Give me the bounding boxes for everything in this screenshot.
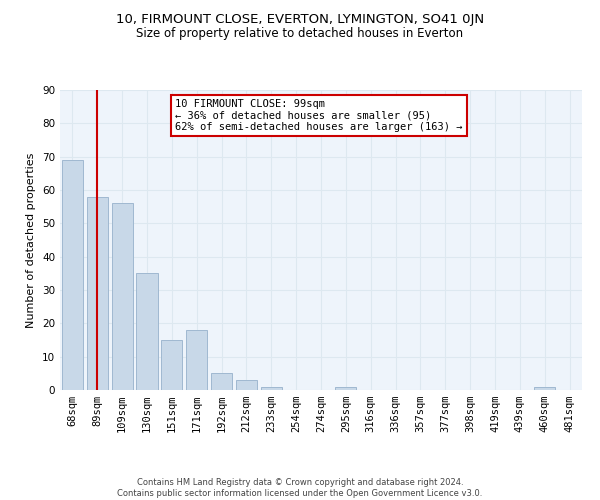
Bar — [136, 274, 158, 390]
Text: 10 FIRMOUNT CLOSE: 99sqm
← 36% of detached houses are smaller (95)
62% of semi-d: 10 FIRMOUNT CLOSE: 99sqm ← 36% of detach… — [175, 99, 463, 132]
Bar — [335, 386, 356, 390]
Text: 10, FIRMOUNT CLOSE, EVERTON, LYMINGTON, SO41 0JN: 10, FIRMOUNT CLOSE, EVERTON, LYMINGTON, … — [116, 12, 484, 26]
Y-axis label: Number of detached properties: Number of detached properties — [26, 152, 37, 328]
Text: Contains HM Land Registry data © Crown copyright and database right 2024.
Contai: Contains HM Land Registry data © Crown c… — [118, 478, 482, 498]
Bar — [211, 374, 232, 390]
Bar — [236, 380, 257, 390]
Bar — [534, 386, 555, 390]
Text: Size of property relative to detached houses in Everton: Size of property relative to detached ho… — [136, 28, 464, 40]
Bar — [161, 340, 182, 390]
Bar — [62, 160, 83, 390]
Bar — [112, 204, 133, 390]
Bar — [261, 386, 282, 390]
Bar — [87, 196, 108, 390]
Bar — [186, 330, 207, 390]
